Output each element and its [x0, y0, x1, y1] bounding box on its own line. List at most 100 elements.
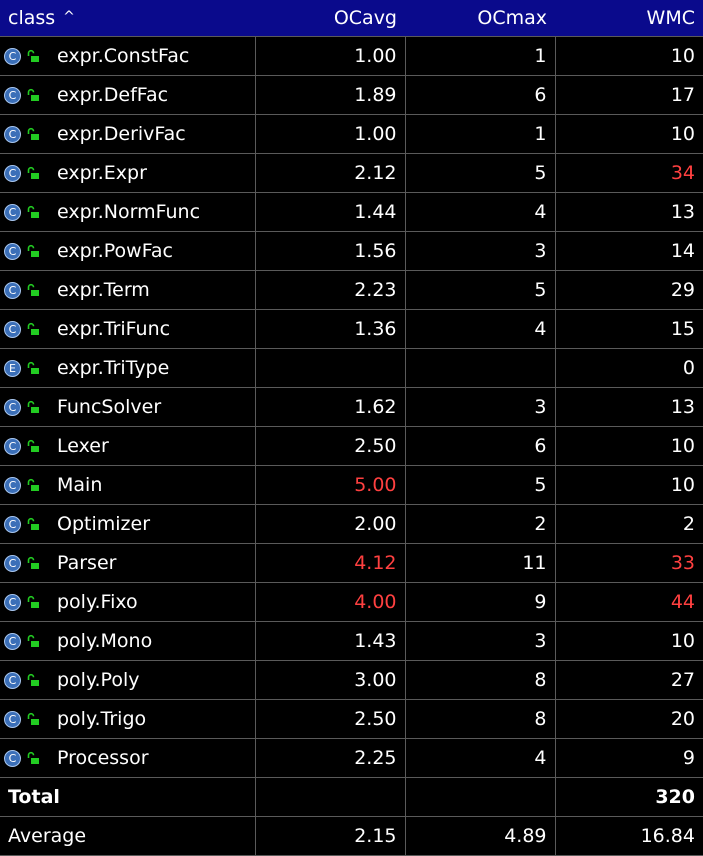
ocmax-value: 8 — [404, 699, 556, 739]
unlocked-padlock-icon — [27, 49, 39, 62]
average-ocmax: 4.89 — [404, 816, 556, 856]
total-row[interactable]: Total 320 — [0, 777, 703, 817]
class-icon: C — [4, 476, 21, 494]
wmc-value: 9 — [554, 738, 703, 778]
ocmax-value: 4 — [404, 738, 556, 778]
column-header-ocmax-label: OCmax — [477, 7, 547, 29]
table-row[interactable]: C Lexer 2.50 6 10 — [0, 426, 703, 466]
class-name: expr.Expr — [57, 162, 147, 184]
class-name: poly.Fixo — [57, 591, 138, 613]
ocmax-value: 5 — [404, 465, 556, 505]
unlocked-padlock-icon — [27, 127, 39, 140]
total-label: Total — [0, 777, 256, 817]
table-row[interactable]: C FuncSolver 1.62 3 13 — [0, 387, 703, 427]
class-cell[interactable]: C Parser — [0, 543, 256, 583]
unlocked-padlock-icon — [27, 361, 39, 374]
wmc-value: 17 — [554, 75, 703, 115]
unlocked-padlock-icon — [27, 439, 39, 452]
column-header-wmc[interactable]: WMC — [555, 0, 703, 37]
class-icon: C — [4, 398, 21, 416]
ocavg-value: 1.89 — [254, 75, 406, 115]
ocavg-value: 1.00 — [254, 114, 406, 154]
ocmax-value: 3 — [404, 387, 556, 427]
class-icon: C — [4, 164, 21, 182]
sort-ascending-icon[interactable]: ^ — [63, 9, 75, 25]
class-name: expr.DefFac — [57, 84, 169, 106]
wmc-value: 10 — [554, 465, 703, 505]
ocavg-value: 1.56 — [254, 231, 406, 271]
ocmax-value: 5 — [404, 153, 556, 193]
class-name: Processor — [57, 747, 149, 769]
table-row[interactable]: C Parser 4.12 11 33 — [0, 543, 703, 583]
column-header-class-label: class — [8, 7, 56, 29]
ocmax-value — [404, 348, 556, 388]
wmc-value: 0 — [554, 348, 703, 388]
average-row[interactable]: Average 2.15 4.89 16.84 — [0, 816, 703, 856]
class-name: poly.Trigo — [57, 708, 147, 730]
unlocked-padlock-icon — [27, 556, 39, 569]
class-cell[interactable]: C Processor — [0, 738, 256, 778]
class-cell[interactable]: C Optimizer — [0, 504, 256, 544]
column-header-class[interactable]: class ^ — [0, 0, 255, 37]
table-row[interactable]: C Main 5.00 5 10 — [0, 465, 703, 505]
column-header-ocavg[interactable]: OCavg — [255, 0, 405, 37]
ocmax-value: 3 — [404, 231, 556, 271]
unlocked-padlock-icon — [27, 595, 39, 608]
table-row[interactable]: C Processor 2.25 4 9 — [0, 738, 703, 778]
ocmax-value: 3 — [404, 621, 556, 661]
unlocked-padlock-icon — [27, 88, 39, 101]
ocmax-value: 6 — [404, 426, 556, 466]
total-ocmax — [404, 777, 556, 817]
class-icon: C — [4, 437, 21, 455]
ocavg-value: 2.23 — [254, 270, 406, 310]
wmc-value: 15 — [554, 309, 703, 349]
unlocked-padlock-icon — [27, 478, 39, 491]
ocavg-value: 2.50 — [254, 699, 406, 739]
ocmax-value: 6 — [404, 75, 556, 115]
class-cell[interactable]: C Lexer — [0, 426, 256, 466]
ocavg-value: 4.12 — [254, 543, 406, 583]
class-icon: C — [4, 749, 21, 767]
column-header-ocmax[interactable]: OCmax — [405, 0, 555, 37]
class-cell[interactable]: C FuncSolver — [0, 387, 256, 427]
unlocked-padlock-icon — [27, 673, 39, 686]
ocavg-value: 2.12 — [254, 153, 406, 193]
class-cell[interactable]: C Main — [0, 465, 256, 505]
wmc-value: 44 — [554, 582, 703, 622]
ocmax-value: 11 — [404, 543, 556, 583]
unlocked-padlock-icon — [27, 634, 39, 647]
ocavg-value: 4.00 — [254, 582, 406, 622]
class-name: poly.Mono — [57, 630, 153, 652]
table-row[interactable]: C Optimizer 2.00 2 2 — [0, 504, 703, 544]
class-icon: C — [4, 242, 21, 260]
wmc-value: 10 — [554, 114, 703, 154]
class-icon: C — [4, 47, 21, 65]
ocavg-value — [254, 348, 406, 388]
